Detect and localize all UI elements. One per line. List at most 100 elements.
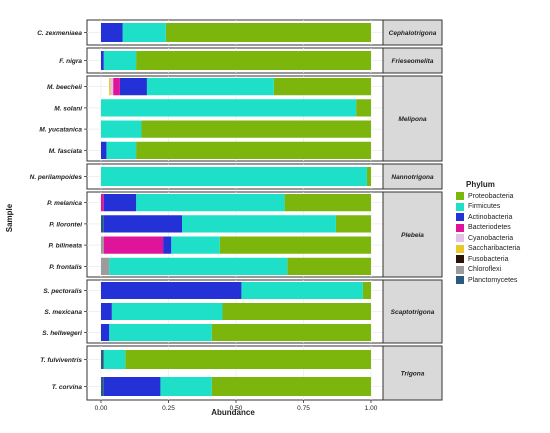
y-tick-label: T. corvina (52, 384, 83, 391)
y-tick-label: S. hellwegeri (42, 330, 82, 337)
x-tick-label: 0.75 (297, 405, 310, 412)
facet-strip (382, 191, 443, 278)
y-tick-label: P. llorontei (49, 221, 82, 228)
x-tick-label: 0.50 (230, 405, 243, 412)
bar-segment (273, 78, 371, 96)
legend-label: Firmicutes (468, 203, 501, 211)
y-tick-label: F. nigra (59, 58, 82, 65)
facet-strip (382, 19, 443, 46)
legend-label: Saccharibacteria (468, 245, 521, 253)
bar-segment (366, 167, 371, 186)
y-tick-label: M. beecheii (47, 84, 82, 91)
legend-swatch (456, 213, 464, 222)
facet-strip (382, 345, 443, 401)
legend-label: Chloroflexi (468, 266, 502, 274)
legend-label: Actinobacteria (468, 213, 513, 221)
bar-segment (101, 167, 367, 186)
facet-strip-label: Nannotrigona (391, 174, 434, 181)
x-tick-label: 1.00 (365, 405, 378, 412)
legend-label: Cyanobacteria (468, 234, 514, 242)
bar-segment (101, 141, 107, 159)
bar-segment (211, 324, 371, 341)
bar-segment (103, 51, 137, 70)
bar-segment (101, 350, 104, 369)
legend-item: Fusobacteria (456, 254, 550, 265)
bar-segment (101, 377, 104, 396)
facet-strip (382, 279, 443, 344)
legend-label: Bacteriodetes (468, 224, 511, 232)
bar-segment (101, 282, 242, 299)
bar-segment (122, 23, 166, 42)
legend-swatch (456, 265, 464, 274)
legend-label: Fusobacteria (468, 255, 509, 263)
bar-segment (171, 236, 220, 254)
bar-segment (103, 236, 164, 254)
y-tick-label: T. fulviventris (40, 357, 82, 364)
y-tick-label: S. pectoralis (43, 288, 82, 295)
facet-strip-label: Melipona (398, 116, 427, 123)
legend-item: Chloroflexi (456, 265, 550, 276)
bar-segment (109, 78, 111, 96)
legend-swatch (456, 192, 464, 201)
legend-item: Firmicutes (456, 202, 550, 213)
bar-segment (101, 120, 142, 138)
bar-segment (241, 282, 363, 299)
bar-segment (136, 141, 371, 159)
bar-segment (356, 99, 371, 117)
x-tick-label: 0.25 (162, 405, 175, 412)
bar-segment (103, 215, 182, 233)
y-tick-label: N. perilampoides (30, 174, 83, 181)
bar-segment (101, 194, 104, 212)
y-tick-label: M. fasciata (49, 148, 83, 155)
bar-segment (136, 194, 285, 212)
bar-segment (101, 324, 110, 341)
bar-segment (287, 257, 371, 275)
facet-strip-label: Plebeia (401, 232, 424, 239)
legend-swatch (456, 255, 464, 264)
legend-title: Phylum (466, 180, 495, 189)
y-tick-label: M. yucatanica (39, 127, 82, 134)
legend-swatch (456, 244, 464, 253)
bar-segment (362, 282, 371, 299)
legend-item: Saccharibacteria (456, 244, 550, 255)
legend-swatch (456, 223, 464, 232)
bar-segment (101, 99, 357, 117)
bar-segment (103, 350, 126, 369)
legend-item: Cyanobacteria (456, 233, 550, 244)
bar-segment (110, 78, 114, 96)
legend-item: Proteobacteria (456, 191, 550, 202)
legend: Phylum Proteobacteria Firmicutes Actinobac… (456, 180, 550, 286)
legend-item: Planctomycetes (456, 275, 550, 286)
bar-segment (101, 303, 112, 320)
facet-strip-label: Trigona (401, 371, 425, 378)
facet-strip-label: Scaptotrigona (391, 309, 435, 316)
y-tick-label: P. bilineata (49, 243, 83, 250)
bar-segment (106, 141, 137, 159)
facet-strip (382, 163, 443, 190)
bar-segment (111, 303, 223, 320)
bar-segment (146, 78, 274, 96)
bar-segment (125, 350, 371, 369)
facet-strip (382, 75, 443, 162)
legend-label: Planctomycetes (468, 276, 518, 284)
bar-segment (109, 257, 288, 275)
y-axis-title: Sample (5, 203, 14, 232)
bar-segment (219, 236, 371, 254)
legend-item: Actinobacteria (456, 212, 550, 223)
legend-swatch (456, 234, 464, 243)
legend-swatch (456, 202, 464, 211)
y-tick-label: S. mexicana (44, 309, 82, 316)
facet-strip-label: Cephalotrigona (389, 30, 437, 37)
bar-segment (211, 377, 371, 396)
facet-strip (382, 47, 443, 74)
bar-segment (101, 51, 104, 70)
bar-segment (163, 236, 172, 254)
bar-segment (222, 303, 371, 320)
bar-segment (284, 194, 371, 212)
bar-segment (182, 215, 336, 233)
bar-segment (101, 257, 110, 275)
y-tick-label: M. solani (54, 105, 82, 112)
bar-segment (101, 23, 123, 42)
bar-segment (119, 78, 147, 96)
